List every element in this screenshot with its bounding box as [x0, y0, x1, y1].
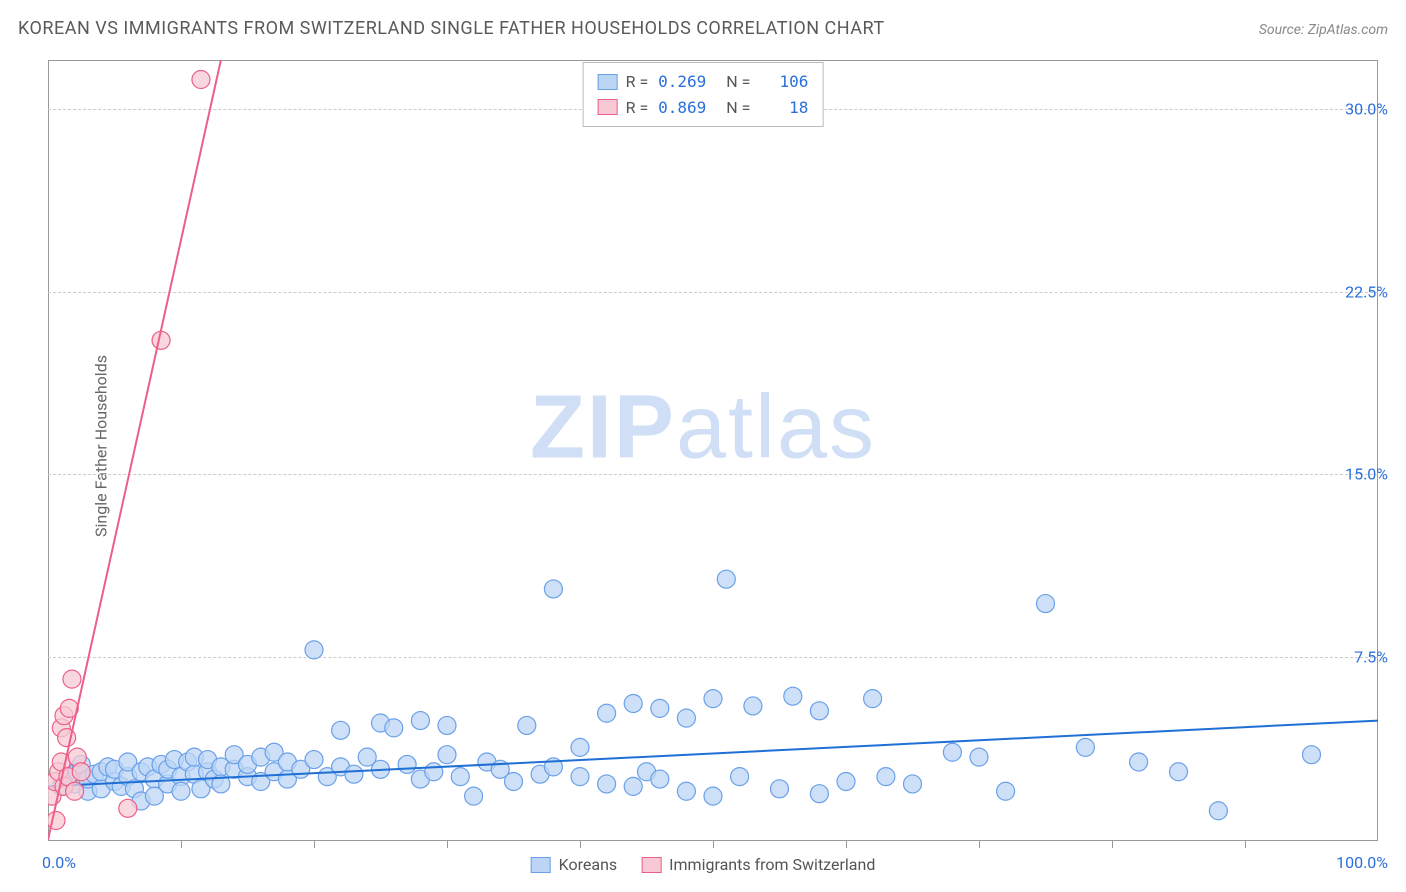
data-point	[651, 699, 669, 717]
data-point	[704, 787, 722, 805]
data-point	[810, 702, 828, 720]
n-label: N =	[726, 69, 750, 95]
data-point	[411, 712, 429, 730]
data-point	[571, 738, 589, 756]
data-point	[63, 670, 81, 688]
data-point	[624, 695, 642, 713]
legend-series: Koreans Immigrants from Switzerland	[531, 855, 876, 874]
x-tick	[1112, 840, 1113, 848]
data-point	[385, 719, 403, 737]
x-tick	[447, 840, 448, 848]
data-point	[704, 690, 722, 708]
data-point	[119, 799, 137, 817]
data-point	[305, 751, 323, 769]
data-point	[1037, 595, 1055, 613]
data-point	[877, 768, 895, 786]
data-point	[345, 765, 363, 783]
data-point	[677, 782, 695, 800]
x-tick	[846, 840, 847, 848]
data-point	[717, 570, 735, 588]
chart-svg	[48, 60, 1378, 840]
legend-swatch-swiss	[598, 99, 618, 115]
n-value-koreans: 106	[758, 69, 808, 95]
data-point	[66, 782, 84, 800]
data-point	[864, 690, 882, 708]
legend-item-swiss: Immigrants from Switzerland	[641, 855, 875, 874]
data-point	[438, 716, 456, 734]
data-point	[943, 743, 961, 761]
data-point	[571, 768, 589, 786]
x-tick	[181, 840, 182, 848]
data-point	[1170, 763, 1188, 781]
data-point	[1209, 802, 1227, 820]
data-point	[598, 775, 616, 793]
x-tick	[1245, 840, 1246, 848]
n-value-swiss: 18	[758, 95, 808, 121]
data-point	[398, 755, 416, 773]
data-point	[1303, 746, 1321, 764]
data-point	[784, 687, 802, 705]
data-point	[1130, 753, 1148, 771]
data-point	[544, 580, 562, 598]
data-point	[192, 71, 210, 89]
data-point	[731, 768, 749, 786]
r-label: R =	[626, 69, 649, 95]
x-origin-label: 0.0%	[42, 853, 76, 872]
r-value-koreans: 0.269	[656, 69, 706, 95]
data-point	[305, 641, 323, 659]
data-point	[451, 768, 469, 786]
legend-swatch-koreans-bottom	[531, 857, 551, 873]
legend-correlation: R = 0.269 N = 106 R = 0.869 N = 18	[583, 62, 824, 127]
chart-title: KOREAN VS IMMIGRANTS FROM SWITZERLAND SI…	[18, 18, 885, 39]
data-point	[465, 787, 483, 805]
source-label: Source:	[1259, 22, 1304, 38]
source-credit: Source: ZipAtlas.com	[1259, 22, 1388, 38]
title-bar: KOREAN VS IMMIGRANTS FROM SWITZERLAND SI…	[18, 18, 1388, 39]
data-point	[172, 782, 190, 800]
data-point	[505, 773, 523, 791]
source-name: ZipAtlas.com	[1308, 22, 1388, 38]
data-point	[425, 763, 443, 781]
x-tick	[979, 840, 980, 848]
data-point	[624, 777, 642, 795]
x-tick	[713, 840, 714, 848]
r-value-swiss: 0.869	[656, 95, 706, 121]
data-point	[332, 721, 350, 739]
data-point	[771, 780, 789, 798]
r-label: R =	[626, 95, 649, 121]
data-point	[997, 782, 1015, 800]
legend-label-swiss: Immigrants from Switzerland	[669, 855, 875, 874]
data-point	[72, 763, 90, 781]
x-max-label: 100.0%	[1336, 853, 1388, 872]
data-point	[598, 704, 616, 722]
data-point	[1076, 738, 1094, 756]
data-point	[810, 785, 828, 803]
x-tick	[580, 840, 581, 848]
n-label: N =	[726, 95, 750, 121]
legend-swatch-koreans	[598, 74, 618, 90]
data-point	[744, 697, 762, 715]
legend-row-swiss: R = 0.869 N = 18	[598, 95, 809, 121]
x-tick	[314, 840, 315, 848]
data-point	[904, 775, 922, 793]
data-point	[970, 748, 988, 766]
trend-line	[48, 60, 221, 840]
legend-row-koreans: R = 0.269 N = 106	[598, 69, 809, 95]
legend-label-koreans: Koreans	[559, 855, 618, 874]
data-point	[438, 746, 456, 764]
data-point	[651, 770, 669, 788]
legend-swatch-swiss-bottom	[641, 857, 661, 873]
data-point	[518, 716, 536, 734]
data-point	[837, 773, 855, 791]
data-point	[677, 709, 695, 727]
legend-item-koreans: Koreans	[531, 855, 618, 874]
